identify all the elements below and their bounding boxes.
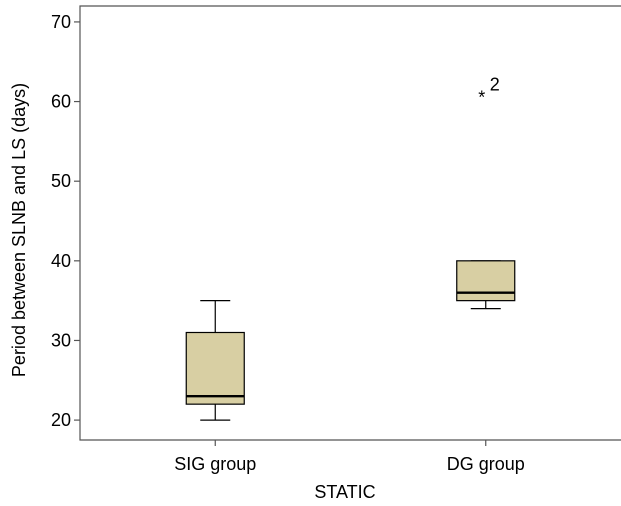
x-axis-title: STATIC: [314, 482, 375, 502]
y-tick-label: 20: [51, 410, 71, 430]
iqr-box: [456, 260, 516, 302]
y-tick-label: 70: [51, 12, 71, 32]
y-axis-title: Period between SLNB and LS (days): [9, 83, 29, 377]
y-tick-label: 60: [51, 92, 71, 112]
y-tick-label: 40: [51, 251, 71, 271]
x-tick-label: DG group: [447, 454, 525, 474]
outlier-marker: *: [478, 88, 485, 108]
y-tick-label: 50: [51, 171, 71, 191]
iqr-box: [185, 331, 245, 405]
plot-frame: [79, 5, 621, 441]
y-tick-label: 30: [51, 330, 71, 350]
x-tick-label: SIG group: [174, 454, 256, 474]
outlier-label: 2: [490, 75, 500, 95]
